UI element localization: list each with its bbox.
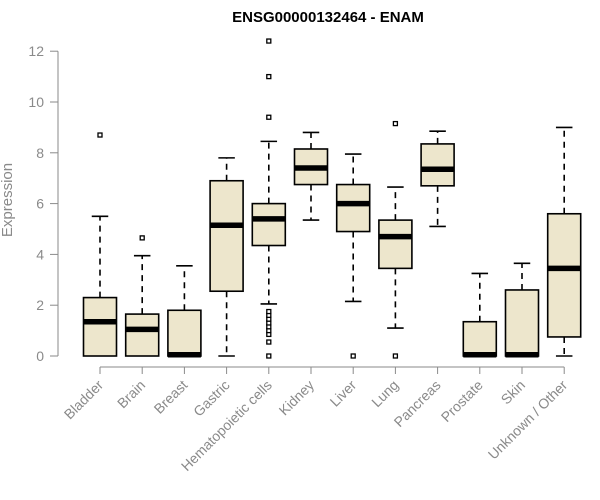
outlier-point xyxy=(266,308,272,315)
y-tick-label: 2 xyxy=(36,297,44,313)
box-brain xyxy=(124,235,160,357)
iqr-box xyxy=(335,183,371,233)
x-tick-label: Liver xyxy=(327,377,360,410)
y-axis-label: Expression xyxy=(0,163,16,237)
x-tick-label: Lung xyxy=(368,377,401,410)
y-tick-label: 6 xyxy=(36,196,44,212)
outlier-point xyxy=(266,38,272,44)
box-prostate xyxy=(462,272,498,358)
box-gastric xyxy=(209,157,244,357)
iqr-box xyxy=(209,179,244,293)
outlier-point xyxy=(139,235,145,241)
iqr-box xyxy=(82,296,118,357)
iqr-box xyxy=(546,212,582,338)
outlier-point xyxy=(350,353,356,359)
outlier-point xyxy=(266,339,272,345)
box-breast xyxy=(167,265,202,358)
box-liver xyxy=(335,153,371,359)
x-tick-label: Pancreas xyxy=(391,377,444,430)
iqr-box xyxy=(504,289,540,357)
x-tick-label: Skin xyxy=(498,377,529,408)
iqr-box xyxy=(378,219,413,270)
y-tick-label: 4 xyxy=(36,246,44,262)
y-tick-label: 12 xyxy=(28,43,44,59)
x-tick-label: Bladder xyxy=(61,377,107,423)
iqr-box xyxy=(462,320,498,357)
y-tick-label: 10 xyxy=(28,94,44,110)
y-axis: 0 2 4 6 8 10 12 xyxy=(28,43,59,364)
iqr-box xyxy=(167,309,202,357)
chart-title: ENSG00000132464 - ENAM xyxy=(232,9,424,26)
box-skin xyxy=(504,262,540,358)
outlier-point xyxy=(266,353,272,359)
outlier-point xyxy=(392,120,399,127)
x-tick-label: Kidney xyxy=(276,377,318,419)
box-lung xyxy=(378,120,413,359)
outlier-point xyxy=(97,132,103,138)
x-tick-label: Prostate xyxy=(438,377,486,425)
box-series xyxy=(82,38,582,359)
y-tick-label: 0 xyxy=(36,348,44,364)
y-tick-label: 8 xyxy=(36,145,44,161)
iqr-box xyxy=(124,313,160,357)
outlier-point xyxy=(392,353,399,359)
x-tick-label: Breast xyxy=(151,377,191,417)
iqr-box xyxy=(420,143,455,187)
box-kidney xyxy=(293,131,329,221)
x-tick-label: Unknown / Other xyxy=(485,377,571,463)
outlier-point xyxy=(266,73,272,80)
box-hematopoietic-cells xyxy=(251,38,287,359)
outlier-point xyxy=(266,114,272,120)
box-pancreas xyxy=(420,130,455,228)
iqr-box xyxy=(251,202,287,247)
box-unknown-other xyxy=(546,126,582,357)
x-tick-label: Brain xyxy=(114,377,148,411)
box-bladder xyxy=(82,132,118,357)
